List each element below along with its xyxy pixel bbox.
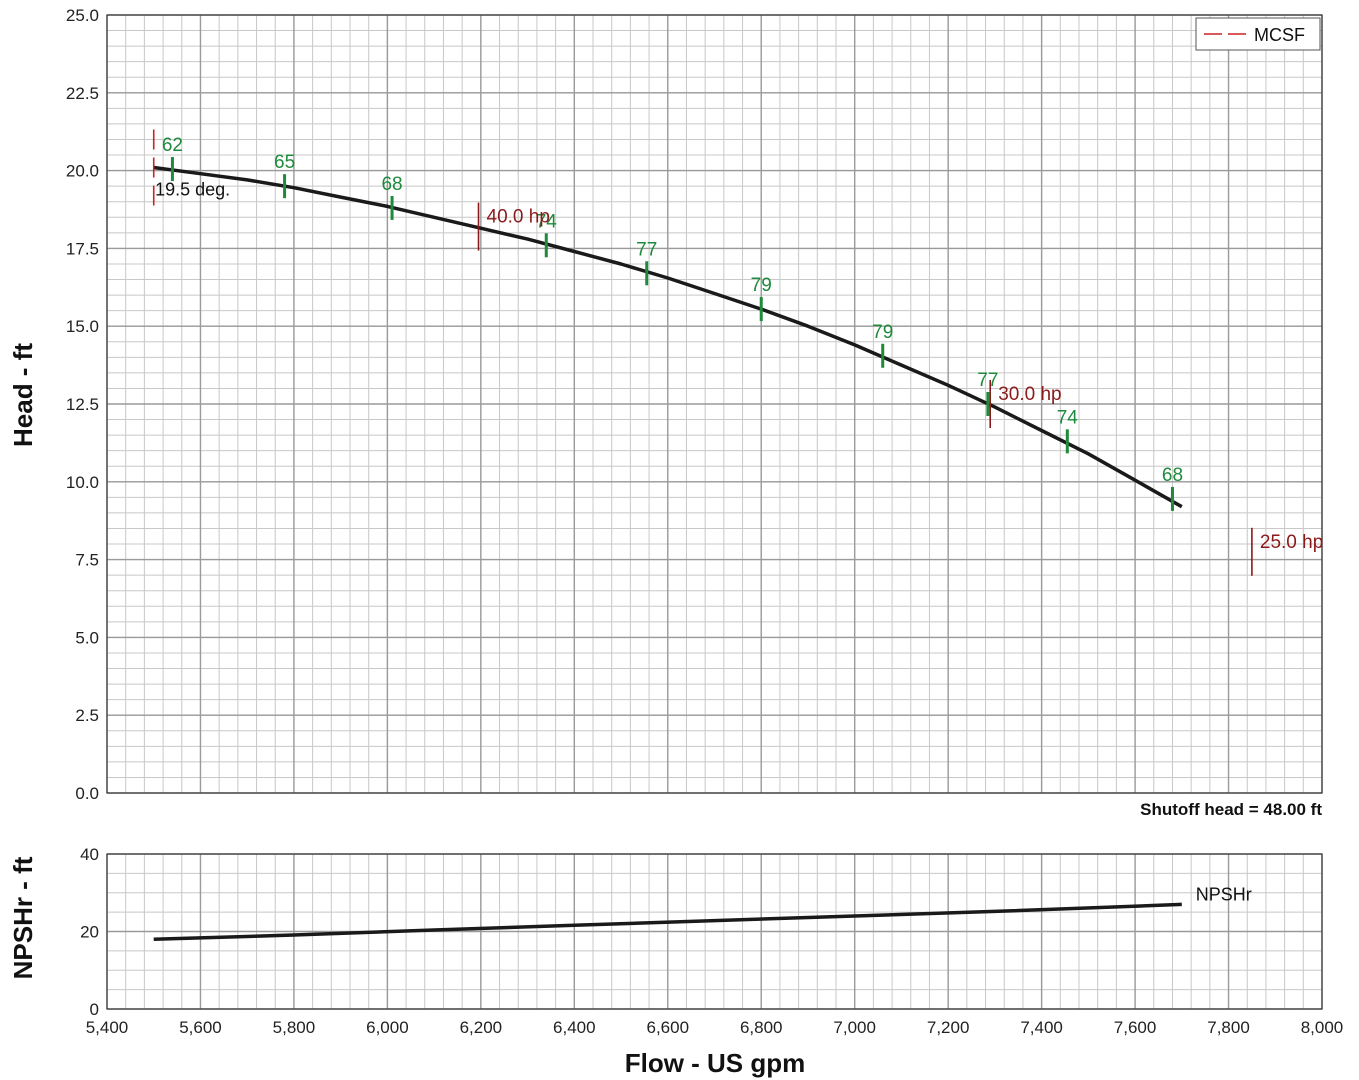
npshr-chart-panel: 0 20 40 5,400 5,600 5,800 6,000 6,200 6,400 6,600… <box>80 845 1343 1037</box>
efficiency-label: 65 <box>274 152 295 173</box>
plot-frame <box>106 14 1323 794</box>
efficiency-label: 62 <box>162 135 183 156</box>
x-tick-label: 6,200 <box>460 1018 503 1037</box>
efficiency-label: 68 <box>1162 465 1183 486</box>
legend-label-mcsf: MCSF <box>1254 25 1305 45</box>
y-tick-label: 7.5 <box>75 551 99 570</box>
head-chart-panel: 0.0 2.5 5.0 7.5 10.0 12.5 15.0 17.5 20.0 22.5 25.0… <box>66 6 1323 819</box>
x-tick-label: 7,800 <box>1207 1018 1250 1037</box>
x-tick-label: 7,400 <box>1020 1018 1063 1037</box>
power-label: 25.0 hp <box>1260 532 1323 553</box>
y-tick-label: 0 <box>90 1000 99 1019</box>
efficiency-label: 68 <box>381 174 402 195</box>
y-tick-label: 15.0 <box>66 317 99 336</box>
efficiency-label: 74 <box>536 211 558 232</box>
series-label: NPSHr <box>1196 884 1252 904</box>
x-tick-label: 5,400 <box>86 1018 129 1037</box>
x-tick-label: 7,200 <box>927 1018 970 1037</box>
efficiency-label: 77 <box>636 239 657 260</box>
x-tick-label: 7,000 <box>833 1018 876 1037</box>
efficiency-label: 79 <box>872 322 893 343</box>
power-label: 40.0 hp <box>487 207 550 228</box>
y-tick-label: 40 <box>80 845 99 864</box>
head-axis-title: Head - ft <box>8 343 38 447</box>
y-tick-label: 0.0 <box>75 784 99 803</box>
plot-frame <box>106 853 1323 1010</box>
x-tick-label: 6,000 <box>366 1018 409 1037</box>
efficiency-label: 79 <box>751 275 772 296</box>
x-tick-label: 5,800 <box>273 1018 316 1037</box>
angle-annotation: 19.5 deg. <box>155 179 230 199</box>
npshr-curve <box>153 902 1182 942</box>
npshr-axis-title: NPSHr - ft <box>8 856 38 979</box>
y-tick-label: 20 <box>80 923 99 942</box>
y-tick-label: 22.5 <box>66 84 99 103</box>
x-tick-label: 6,400 <box>553 1018 596 1037</box>
power-label: 30.0 hp <box>998 384 1061 405</box>
x-tick-label: 8,000 <box>1301 1018 1344 1037</box>
x-tick-label: 6,800 <box>740 1018 783 1037</box>
x-tick-label: 5,600 <box>179 1018 222 1037</box>
efficiency-label: 77 <box>977 370 998 391</box>
x-tick-label: 6,600 <box>646 1018 689 1037</box>
y-tick-label: 17.5 <box>66 239 99 258</box>
efficiency-label: 74 <box>1057 407 1079 428</box>
shutoff-head-note: Shutoff head = 48.00 ft <box>1140 800 1322 819</box>
y-tick-label: 12.5 <box>66 395 99 414</box>
head-curve <box>153 165 1183 509</box>
flow-axis-title: Flow - US gpm <box>625 1048 806 1078</box>
y-tick-label: 25.0 <box>66 6 99 25</box>
legend: MCSF <box>1195 17 1321 51</box>
x-tick-label: 7,600 <box>1114 1018 1157 1037</box>
y-tick-label: 10.0 <box>66 473 99 492</box>
y-tick-label: 20.0 <box>66 162 99 181</box>
y-tick-label: 5.0 <box>75 628 99 647</box>
y-tick-label: 2.5 <box>75 706 99 725</box>
